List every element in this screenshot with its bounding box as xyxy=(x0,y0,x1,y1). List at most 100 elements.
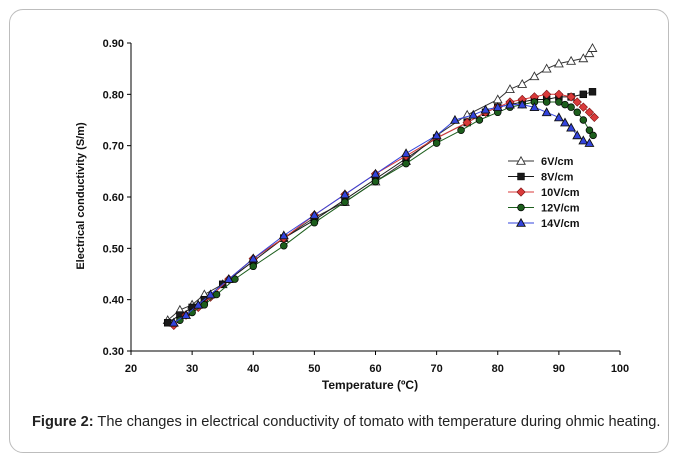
data-point xyxy=(589,131,597,140)
caption-label: Figure 2: xyxy=(32,414,94,430)
data-point xyxy=(449,114,460,124)
y-tick-label: 0.30 xyxy=(103,346,124,358)
series-line xyxy=(179,101,594,321)
data-point xyxy=(492,102,503,111)
data-point xyxy=(553,58,564,68)
y-tick-label: 0.40 xyxy=(103,295,124,307)
data-point xyxy=(371,177,380,186)
series-12v-cm xyxy=(176,98,597,324)
x-tick-label: 30 xyxy=(186,363,198,375)
figure-caption: Figure 2: The changes in electrical cond… xyxy=(32,412,662,432)
x-axis-label: Temperature (ºC) xyxy=(322,378,418,392)
data-point xyxy=(566,55,577,65)
chart-axes: 20 30 40 50 60 70 80 90 100 0.30 0.40 0.50 0.60 0.70 0… xyxy=(103,38,630,375)
legend-label: 14V/cm xyxy=(541,218,580,230)
series-line xyxy=(173,93,595,326)
data-point xyxy=(505,84,515,94)
data-point xyxy=(468,109,479,119)
data-point xyxy=(566,92,576,102)
data-point xyxy=(339,189,350,199)
data-point xyxy=(480,104,491,114)
data-point xyxy=(584,48,595,58)
legend-item: 14V/cm xyxy=(508,217,580,230)
data-point xyxy=(529,71,540,81)
data-point xyxy=(584,137,595,147)
series-line xyxy=(173,104,590,324)
x-tick-label: 100 xyxy=(611,363,629,375)
data-point xyxy=(280,242,288,250)
data-point xyxy=(578,53,589,63)
x-tick-label: 20 xyxy=(125,363,137,375)
x-tick-label: 40 xyxy=(247,363,259,375)
data-point xyxy=(572,130,583,140)
data-point xyxy=(589,112,599,123)
data-point xyxy=(587,43,598,52)
data-point xyxy=(278,230,289,240)
legend-marker xyxy=(517,172,525,181)
y-tick-label: 0.50 xyxy=(103,243,124,255)
data-point xyxy=(517,99,528,109)
data-point xyxy=(572,97,582,107)
data-point xyxy=(431,130,442,140)
legend-label: 12V/cm xyxy=(541,203,580,215)
series-14v-cm xyxy=(168,99,595,327)
x-tick-label: 50 xyxy=(308,363,320,375)
x-tick-label: 80 xyxy=(492,363,504,375)
data-point xyxy=(578,102,588,112)
y-tick-label: 0.70 xyxy=(103,141,124,153)
data-point xyxy=(309,209,320,219)
legend-label: 10V/cm xyxy=(541,187,580,199)
figure-frame xyxy=(9,9,669,453)
data-point xyxy=(517,78,528,88)
data-point xyxy=(432,139,441,147)
legend-item: 10V/cm xyxy=(508,187,580,199)
data-point xyxy=(578,135,589,145)
data-point xyxy=(223,274,234,283)
x-tick-label: 70 xyxy=(431,363,443,375)
data-point xyxy=(588,88,597,96)
data-point xyxy=(542,98,551,106)
data-point xyxy=(553,112,564,122)
series-10v-cm xyxy=(169,89,599,330)
data-point xyxy=(541,107,552,117)
legend-marker xyxy=(516,187,526,197)
legend-marker xyxy=(517,203,525,212)
data-point xyxy=(401,148,412,158)
data-point xyxy=(249,262,258,271)
legend-label: 6V/cm xyxy=(541,156,574,168)
data-point xyxy=(248,253,259,263)
legend-item: 6V/cm xyxy=(508,155,574,168)
chart-series xyxy=(162,43,599,330)
caption-text: The changes in electrical conductivity o… xyxy=(93,414,661,430)
data-point xyxy=(402,159,410,168)
data-point xyxy=(529,102,540,111)
data-point xyxy=(193,299,204,309)
legend-marker xyxy=(516,217,526,227)
y-tick-label: 0.60 xyxy=(103,192,124,204)
y-tick-label: 0.90 xyxy=(103,38,124,50)
data-point xyxy=(573,108,581,117)
data-point xyxy=(584,107,595,117)
data-point xyxy=(541,63,552,73)
data-point xyxy=(181,309,191,319)
data-point xyxy=(492,94,503,104)
data-point xyxy=(457,126,465,135)
legend-label: 8V/cm xyxy=(541,172,574,184)
x-tick-label: 60 xyxy=(369,363,381,375)
x-tick-label: 90 xyxy=(553,363,565,375)
y-tick-label: 0.80 xyxy=(103,89,124,101)
data-point xyxy=(579,116,588,124)
legend-marker xyxy=(516,155,526,165)
data-point xyxy=(310,218,319,227)
data-point xyxy=(341,198,349,206)
data-point xyxy=(505,99,515,109)
legend-item: 8V/cm xyxy=(508,172,574,184)
data-point xyxy=(566,122,577,132)
data-point xyxy=(567,103,575,111)
legend-item: 12V/cm xyxy=(508,203,580,215)
data-point xyxy=(370,168,381,178)
chart-legend: 6V/cm 8V/cm 10V/cm 12V/cm 14V/cm xyxy=(508,155,580,230)
y-axis-label: Electrical conductivity (S/m) xyxy=(75,122,87,270)
data-point xyxy=(585,126,594,135)
